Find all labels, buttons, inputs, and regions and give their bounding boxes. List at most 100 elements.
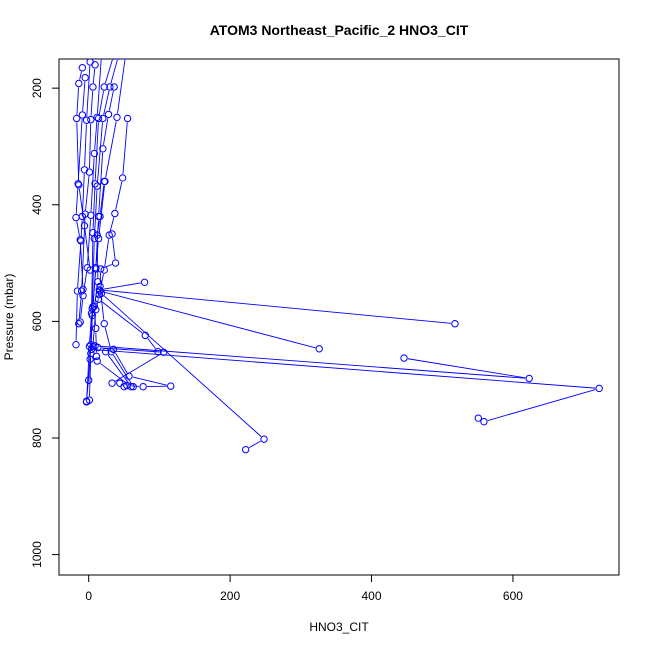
series-line-segment bbox=[130, 385, 140, 387]
plot-area-frame bbox=[58, 58, 620, 576]
data-point bbox=[74, 180, 82, 188]
series-line-segment bbox=[88, 348, 92, 377]
series-line-segment bbox=[80, 220, 83, 237]
data-point bbox=[77, 237, 85, 245]
data-point bbox=[480, 417, 488, 426]
data-point bbox=[108, 379, 116, 387]
data-point bbox=[113, 113, 121, 122]
series-line-segment bbox=[77, 118, 83, 180]
data-point bbox=[75, 181, 83, 189]
x-tick-label: 600 bbox=[503, 589, 523, 603]
series-line-segment bbox=[90, 157, 95, 212]
series-line-segment bbox=[103, 289, 452, 324]
series-line-segment bbox=[104, 327, 111, 348]
series-line-segment bbox=[84, 124, 87, 166]
series-line-segment bbox=[84, 229, 91, 267]
chart-title: ATOM3 Northeast_Pacific_2 HNO3_CIT bbox=[210, 22, 469, 38]
series-line-segment bbox=[100, 363, 129, 385]
series-line-segment bbox=[100, 185, 105, 213]
series-line-segment bbox=[98, 185, 105, 235]
data-point bbox=[72, 114, 81, 123]
data-point bbox=[111, 59, 116, 60]
series-line-segment bbox=[94, 121, 98, 150]
series-line-segment bbox=[96, 239, 99, 278]
data-point bbox=[116, 379, 124, 387]
data-point bbox=[86, 59, 94, 66]
series-line-segment bbox=[86, 65, 91, 117]
data-point bbox=[90, 302, 99, 310]
series-line-segment bbox=[101, 347, 160, 353]
series-line-segment bbox=[94, 190, 98, 235]
series-line-segment bbox=[94, 310, 96, 325]
data-point bbox=[92, 352, 101, 361]
data-point bbox=[100, 83, 108, 91]
data-point bbox=[108, 230, 116, 238]
series-line-segment bbox=[109, 217, 115, 232]
series-line-segment bbox=[105, 121, 117, 178]
series-line-segment bbox=[115, 353, 161, 382]
series-line-segment bbox=[147, 338, 156, 349]
data-point bbox=[75, 320, 83, 328]
data-point bbox=[100, 177, 108, 186]
series-line-segment bbox=[79, 71, 82, 80]
data-point bbox=[78, 111, 87, 119]
series-line-segment bbox=[89, 123, 92, 169]
series-layer bbox=[72, 59, 603, 454]
series-line-segment bbox=[80, 299, 84, 319]
data-point bbox=[78, 64, 87, 72]
x-axis: 0 200 400 600 bbox=[85, 574, 523, 603]
series-line-segment bbox=[110, 59, 118, 84]
data-point bbox=[82, 116, 91, 124]
series-line-segment bbox=[76, 122, 80, 181]
data-point bbox=[94, 295, 103, 303]
data-point bbox=[94, 114, 103, 123]
x-tick-label: 400 bbox=[362, 589, 382, 603]
data-point bbox=[80, 222, 89, 230]
data-point bbox=[400, 354, 408, 362]
series-line-segment bbox=[89, 317, 92, 343]
data-point bbox=[93, 231, 101, 239]
data-point bbox=[474, 414, 482, 422]
series-line-segment bbox=[117, 59, 126, 114]
x-tick-label: 0 bbox=[85, 589, 92, 603]
data-point bbox=[97, 265, 105, 273]
data-point bbox=[93, 113, 101, 122]
series-line-segment bbox=[407, 358, 526, 379]
data-point bbox=[72, 340, 80, 349]
series-line-segment bbox=[75, 295, 78, 341]
data-point bbox=[260, 435, 268, 443]
series-line-segment bbox=[89, 357, 92, 397]
series-line-segment bbox=[99, 345, 526, 379]
data-point bbox=[82, 398, 91, 406]
data-point bbox=[91, 180, 99, 188]
data-point bbox=[80, 166, 89, 174]
data-point bbox=[139, 382, 147, 391]
data-point bbox=[79, 285, 87, 294]
data-point bbox=[315, 345, 323, 353]
series-line-segment bbox=[101, 301, 143, 334]
series-line-segment bbox=[92, 272, 96, 303]
data-point bbox=[96, 282, 104, 291]
data-point bbox=[167, 382, 175, 390]
series-line-segment bbox=[90, 310, 94, 341]
series-line-segment bbox=[97, 220, 100, 232]
series-line-segment bbox=[98, 152, 104, 213]
series-line-segment bbox=[112, 237, 116, 260]
data-point bbox=[84, 376, 93, 384]
y-tick-label: 1000 bbox=[30, 541, 44, 568]
series-line-segment bbox=[85, 176, 90, 211]
series-line-segment bbox=[75, 187, 79, 214]
series-line-segment bbox=[78, 295, 82, 320]
data-point bbox=[125, 372, 133, 380]
data-point bbox=[595, 384, 603, 393]
data-point bbox=[87, 211, 95, 219]
series-line-segment bbox=[100, 290, 105, 320]
series-line-segment bbox=[77, 244, 82, 288]
data-point bbox=[75, 79, 83, 88]
series-line-segment bbox=[103, 118, 109, 145]
series-line-segment bbox=[91, 242, 95, 305]
data-point bbox=[94, 278, 102, 286]
y-tick-label: 800 bbox=[30, 428, 44, 448]
data-point bbox=[92, 306, 100, 314]
